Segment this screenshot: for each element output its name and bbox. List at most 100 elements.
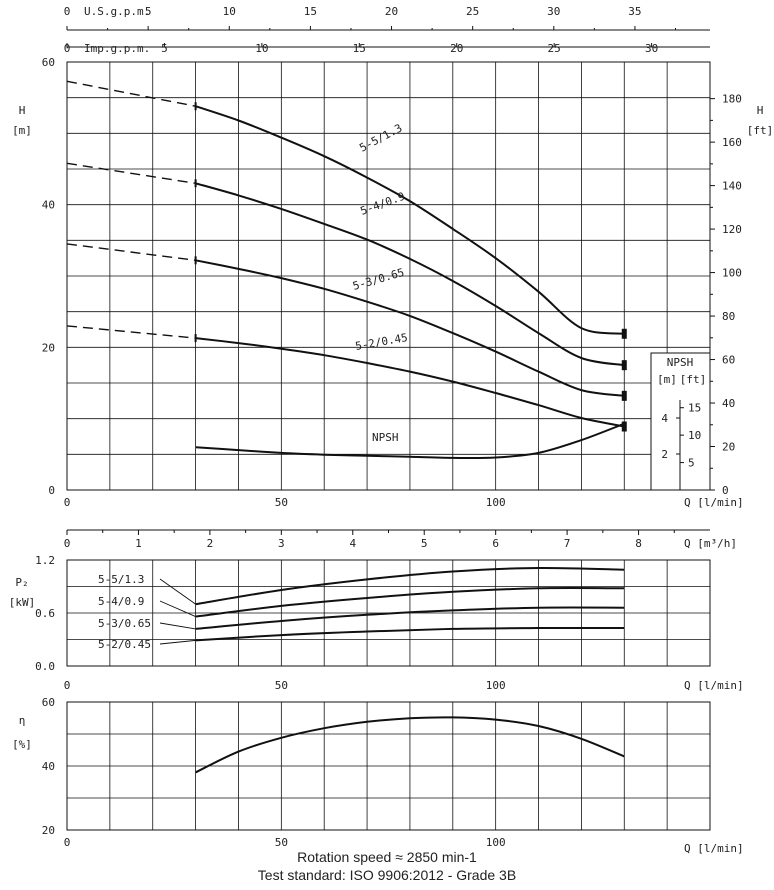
head-y-label: H (19, 104, 26, 117)
npsh-box-unit-ft: [ft] (680, 373, 707, 386)
power-curve (195, 606, 625, 630)
impgpm-tick-label: 30 (645, 42, 658, 55)
head-y-unit: [m] (12, 124, 32, 137)
head-curve-label: 5-2/0.45 (354, 331, 408, 353)
m3h-tick-label: 0 (64, 537, 71, 550)
head-y-tick-label: 0 (48, 484, 55, 497)
usgpm-tick-label: 35 (628, 5, 641, 18)
npsh-ft-tick-label: 5 (688, 457, 695, 470)
head-y-tick-label: 40 (42, 199, 55, 212)
curve-end-marker (621, 328, 627, 339)
power-curve (195, 566, 625, 606)
usgpm-label: U.S.g.p.m. (84, 5, 150, 18)
usgpm-tick-label: 25 (466, 5, 479, 18)
power-y-label: P₂ (15, 576, 28, 589)
ft-tick-label: 160 (722, 136, 742, 149)
grid-layer (66, 26, 715, 831)
npsh-box-title: NPSH (667, 356, 694, 369)
power-y-unit: [kW] (9, 596, 36, 609)
rotation-speed-note: Rotation speed ≈ 2850 min-1 (297, 849, 477, 865)
npsh-curve (195, 422, 625, 460)
head-curve (195, 259, 625, 397)
m3h-tick-label: 4 (349, 537, 356, 550)
m3h-tick-label: 3 (278, 537, 285, 550)
ft-tick-label: 0 (722, 484, 729, 497)
usgpm-tick-label: 20 (385, 5, 398, 18)
head-y-tick-label: 60 (42, 56, 55, 69)
m3h-tick-label: 2 (207, 537, 214, 550)
usgpm-tick-label: 10 (223, 5, 236, 18)
impgpm-tick-label: 0 (64, 42, 71, 55)
m3h-tick-label: 6 (492, 537, 499, 550)
efficiency-y-label: η (19, 714, 26, 727)
head-curve (195, 105, 625, 335)
curve-end-marker (621, 390, 627, 401)
efficiency-x-label: Q [l/min] (684, 842, 744, 855)
efficiency-x-tick-label: 0 (64, 836, 71, 849)
power-y-tick-label: 1.2 (35, 554, 55, 567)
ft-tick-label: 140 (722, 180, 742, 193)
curves-layer (66, 80, 627, 774)
impgpm-tick-label: 20 (450, 42, 463, 55)
head-curve-label: 5-3/0.65 (351, 266, 406, 293)
impgpm-tick-label: 25 (548, 42, 561, 55)
m3h-tick-label: 8 (635, 537, 642, 550)
head-curve (195, 337, 625, 428)
m3h-tick-label: 5 (421, 537, 428, 550)
impgpm-tick-label: 15 (353, 42, 366, 55)
head-x-tick-label: 50 (275, 496, 288, 509)
head-x-tick-label: 100 (486, 496, 506, 509)
power-x-tick-label: 100 (486, 679, 506, 692)
efficiency-x-tick-label: 100 (486, 836, 506, 849)
power-y-tick-label: 0.0 (35, 660, 55, 673)
m3h-tick-label: 1 (135, 537, 142, 550)
npsh-box-unit-m: [m] (657, 373, 677, 386)
npsh-curve-label: NPSH (372, 431, 399, 444)
head-curve (195, 182, 625, 367)
power-curve-label: 5-3/0.65 (98, 617, 151, 630)
ft-tick-label: 40 (722, 397, 735, 410)
ft-tick-label: 80 (722, 310, 735, 323)
power-x-tick-label: 50 (275, 679, 288, 692)
power-x-tick-label: 0 (64, 679, 71, 692)
power-curve-label: 5-5/1.3 (98, 573, 144, 586)
power-label-leader (159, 600, 196, 617)
m3h-tick-label: 7 (564, 537, 571, 550)
curve-end-marker (621, 360, 627, 371)
npsh-ft-tick-label: 15 (688, 402, 701, 415)
impgpm-tick-label: 10 (255, 42, 268, 55)
usgpm-tick-label: 0 (64, 5, 71, 18)
text-layer: 0 5 10 15 20 25 30 35U.S.g.p.m.0 5 10 15 20 25 30Imp.… (9, 5, 774, 855)
head-curve-dashed (66, 243, 196, 261)
head-curve-dashed (66, 80, 196, 107)
head-curve-label: 5-5/1.3 (357, 121, 404, 154)
head-y2-label: H (757, 104, 764, 117)
head-curve-label: 5-4/0.9 (359, 190, 407, 218)
power-label-leader (159, 578, 196, 605)
power-x-label: Q [l/min] (684, 679, 744, 692)
head-y-tick-label: 20 (42, 341, 55, 354)
power-label-leader (159, 639, 196, 645)
ft-tick-label: 60 (722, 354, 735, 367)
usgpm-tick-label: 15 (304, 5, 317, 18)
npsh-m-tick-label: 2 (661, 448, 668, 461)
power-y-tick-label: 0.6 (35, 607, 55, 620)
power-label-leader (159, 622, 196, 630)
test-standard-note: Test standard: ISO 9906:2012 - Grade 3B (257, 867, 517, 883)
npsh-m-tick-label: 4 (661, 412, 668, 425)
usgpm-tick-label: 30 (547, 5, 560, 18)
ft-tick-label: 180 (722, 93, 742, 106)
m3h-label: Q [m³/h] (684, 537, 737, 550)
power-curve-label: 5-2/0.45 (98, 638, 151, 651)
efficiency-y-unit: [%] (12, 738, 32, 751)
power-curve-label: 5-4/0.9 (98, 595, 144, 608)
impgpm-label: Imp.g.p.m. (84, 42, 150, 55)
head-x-tick-label: 0 (64, 496, 71, 509)
head-curve-dashed (66, 162, 196, 184)
efficiency-y-tick-label: 40 (42, 760, 55, 773)
efficiency-y-tick-label: 20 (42, 824, 55, 837)
efficiency-curve (195, 716, 625, 774)
impgpm-tick-label: 5 (161, 42, 168, 55)
efficiency-y-tick-label: 60 (42, 696, 55, 709)
